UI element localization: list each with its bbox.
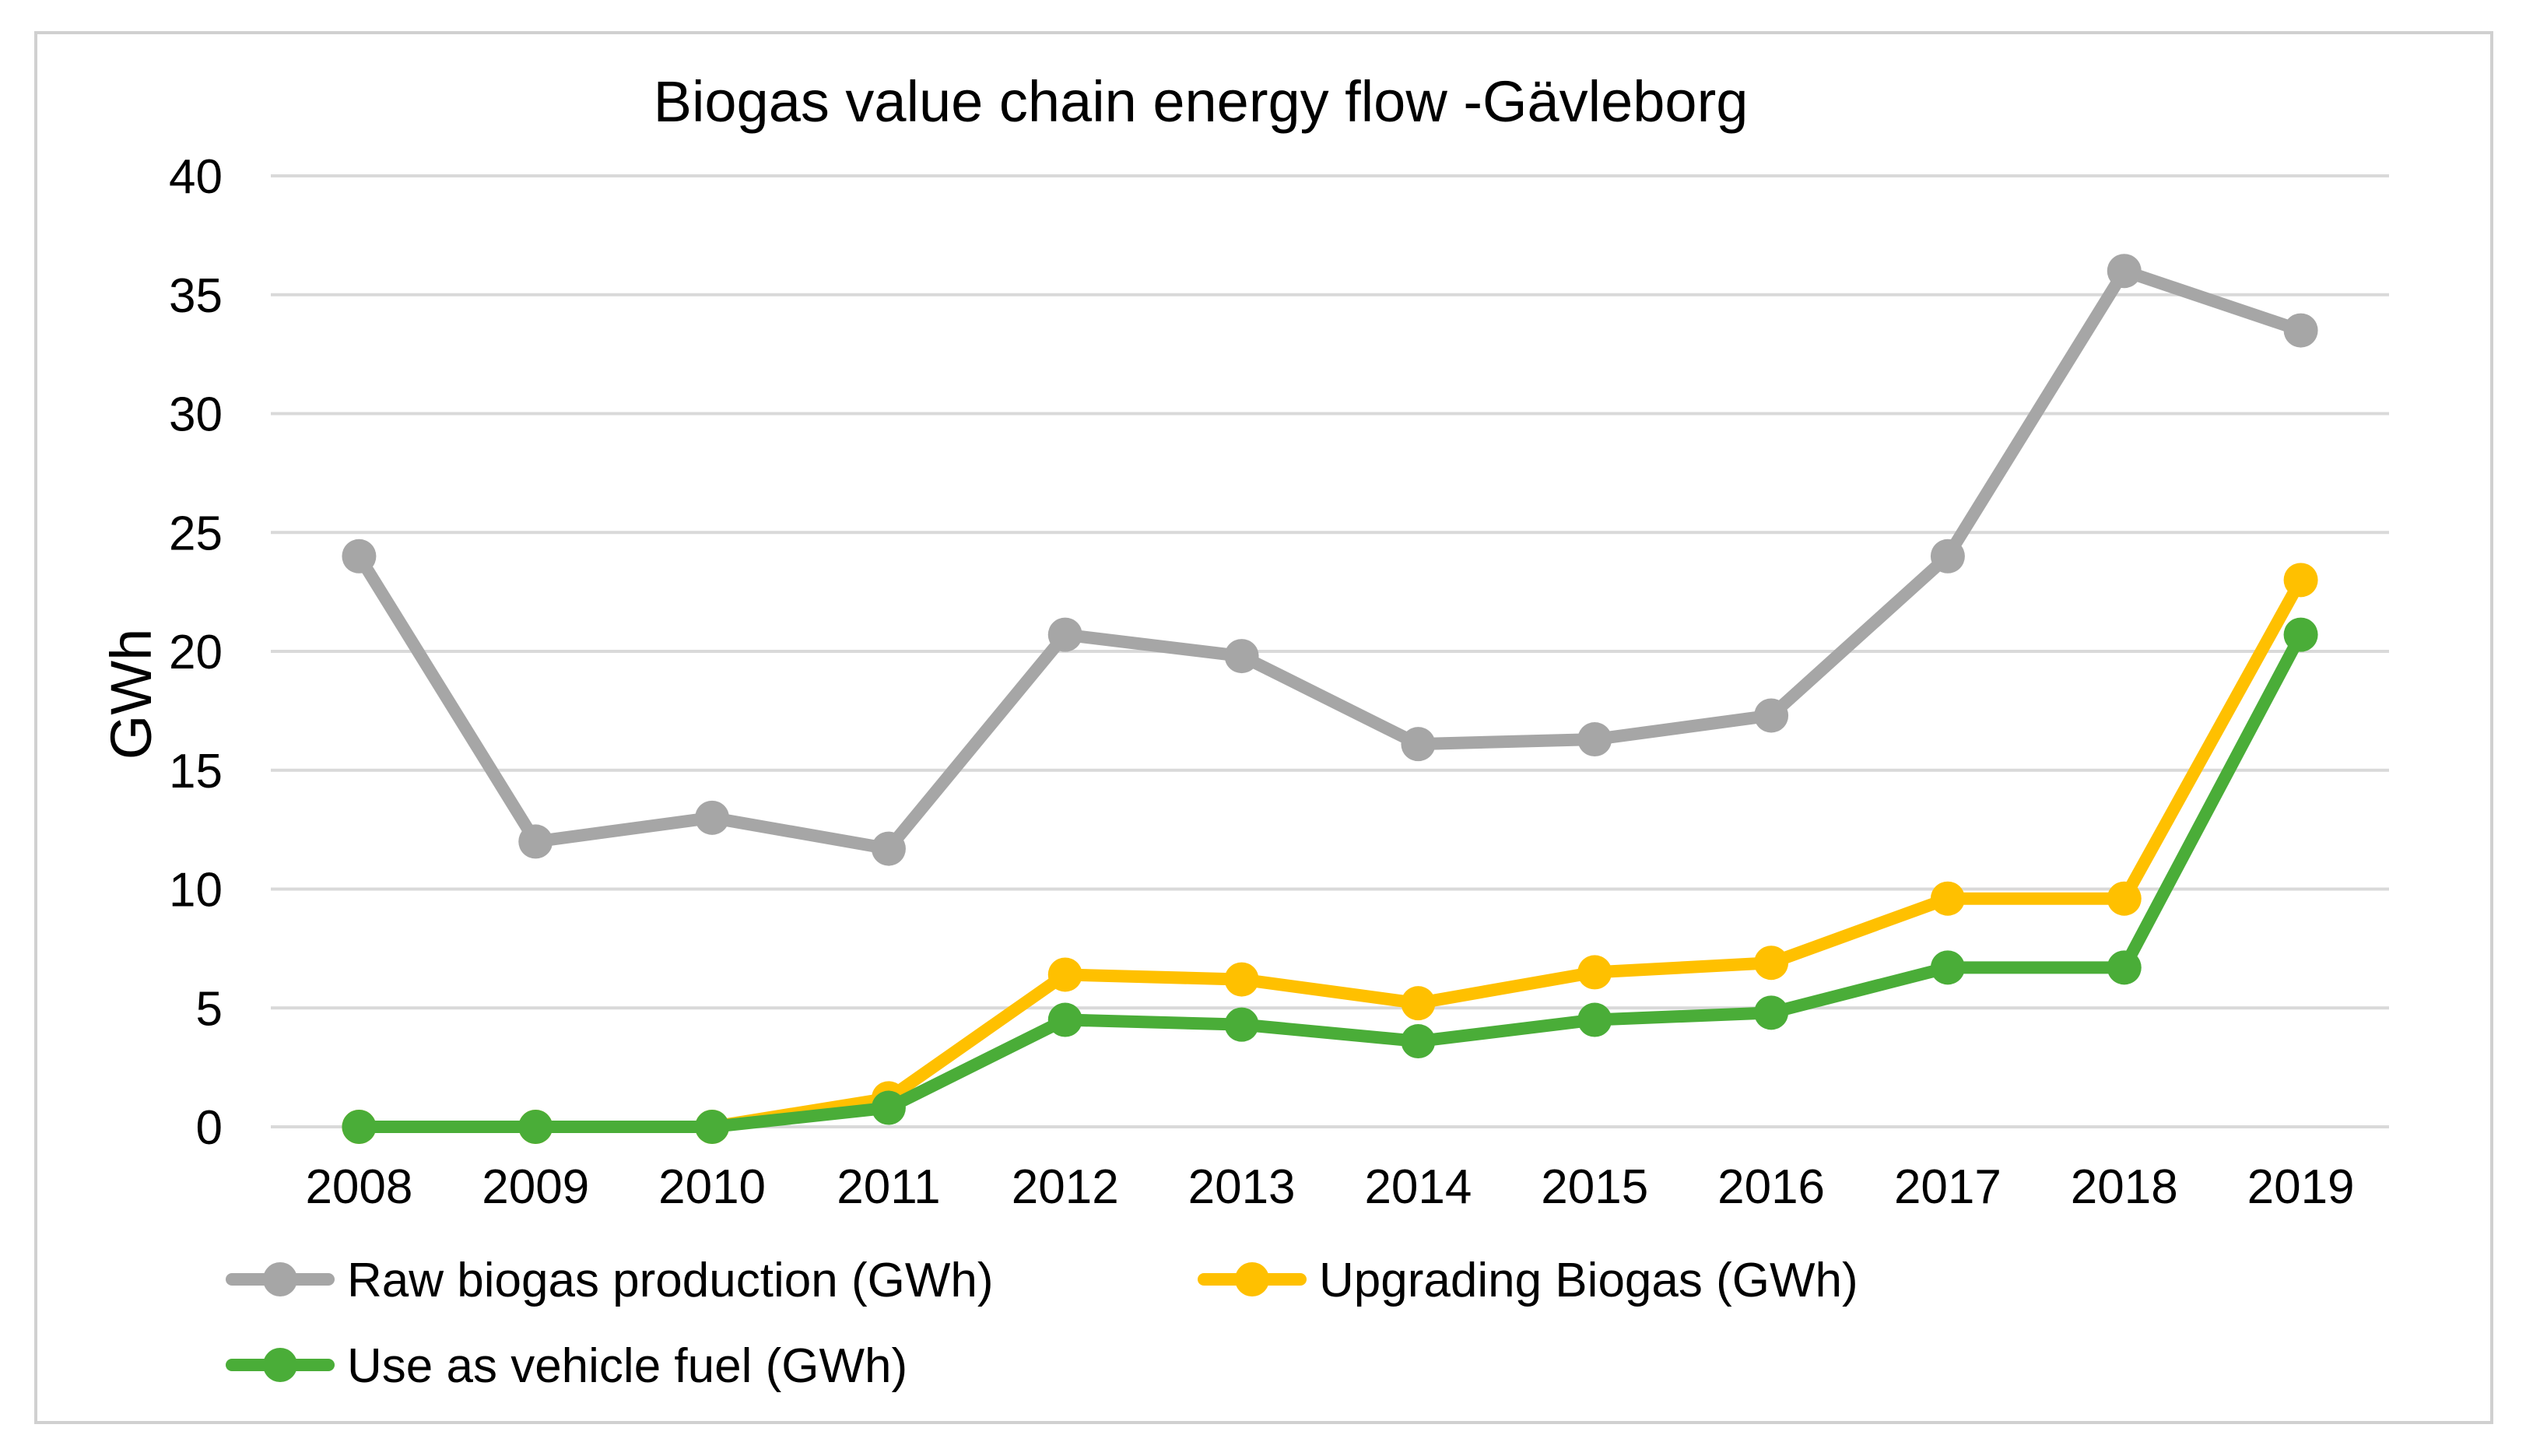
data-point: [1401, 727, 1436, 762]
data-point: [2107, 254, 2142, 289]
legend-item: Raw biogas production (GWh): [226, 1254, 993, 1307]
data-point: [1930, 539, 1965, 574]
data-point: [695, 1110, 730, 1144]
data-point: [1754, 946, 1789, 981]
legend-label: Use as vehicle fuel (GWh): [347, 1339, 907, 1393]
legend-label: Upgrading Biogas (GWh): [1319, 1254, 1858, 1307]
chart: Biogas value chain energy flow -Gävlebor…: [99, 69, 2389, 1393]
data-point: [871, 831, 906, 866]
x-tick-label: 2014: [1364, 1160, 1472, 1214]
y-axis-title: GWh: [99, 629, 163, 760]
data-point: [518, 1110, 553, 1144]
data-point: [2283, 563, 2318, 598]
legend-swatch-marker: [263, 1348, 297, 1382]
data-point: [2107, 881, 2142, 916]
data-point: [342, 1110, 377, 1144]
data-point: [1930, 950, 1965, 985]
data-point: [1401, 1024, 1436, 1059]
y-tick-label: 0: [196, 1101, 223, 1155]
legend-label: Raw biogas production (GWh): [347, 1254, 993, 1307]
legend-swatch-marker: [263, 1262, 297, 1296]
data-point: [1047, 617, 1082, 652]
x-tick-label: 2015: [1541, 1160, 1648, 1214]
x-tick-label: 2009: [482, 1160, 589, 1214]
series-line: [353, 574, 2307, 1133]
data-point: [1047, 1002, 1082, 1037]
series-layer: [342, 254, 2318, 1144]
series-1: [342, 254, 2318, 866]
data-point: [1401, 986, 1436, 1021]
x-axis-ticks: 2008 2009 2010 2011 2012 2013 2014 2015 2016 2017…: [305, 1160, 2354, 1214]
y-tick-label: 20: [169, 626, 223, 679]
legend-item: Upgrading Biogas (GWh): [1198, 1254, 1858, 1307]
x-tick-label: 2010: [658, 1160, 766, 1214]
data-point: [1754, 698, 1789, 733]
legend: Raw biogas production (GWh) Upgrading Bio…: [226, 1254, 1858, 1393]
x-tick-label: 2011: [837, 1160, 940, 1214]
y-tick-label: 15: [169, 745, 223, 798]
y-tick-label: 30: [169, 388, 223, 442]
gridlines: [271, 174, 2389, 1128]
data-point: [1577, 722, 1612, 757]
data-point: [1047, 957, 1082, 992]
data-point: [1930, 881, 1965, 916]
chart-title: Biogas value chain energy flow -Gävlebor…: [654, 69, 1749, 134]
series-3: [342, 617, 2318, 1144]
x-tick-label: 2018: [2071, 1160, 2178, 1214]
y-tick-label: 5: [196, 982, 223, 1036]
series-line: [353, 265, 2307, 855]
data-point: [518, 824, 553, 859]
legend-swatch-marker: [1235, 1262, 1269, 1296]
legend-item: Use as vehicle fuel (GWh): [226, 1339, 907, 1393]
data-point: [1754, 995, 1789, 1030]
data-point: [2283, 617, 2318, 652]
data-point: [871, 1090, 906, 1125]
x-tick-label: 2019: [2247, 1160, 2355, 1214]
y-tick-label: 40: [169, 150, 223, 204]
series-line: [353, 628, 2307, 1133]
y-tick-label: 25: [169, 507, 223, 560]
data-point: [695, 800, 730, 835]
y-tick-label: 10: [169, 864, 223, 917]
x-tick-label: 2013: [1188, 1160, 1296, 1214]
y-tick-label: 35: [169, 269, 223, 323]
x-tick-label: 2016: [1717, 1160, 1825, 1214]
data-point: [342, 539, 377, 574]
data-point: [1224, 1007, 1259, 1042]
x-tick-label: 2012: [1012, 1160, 1119, 1214]
chart-frame: Biogas value chain energy flow -Gävlebor…: [34, 31, 2493, 1424]
data-point: [2107, 950, 2142, 985]
data-point: [2283, 313, 2318, 348]
data-point: [1577, 1002, 1612, 1037]
y-axis-ticks: 0 5 10 15 20 25 30 35 40: [169, 150, 223, 1155]
x-tick-label: 2017: [1894, 1160, 2002, 1214]
data-point: [1577, 955, 1612, 990]
data-point: [1224, 962, 1259, 997]
data-point: [1224, 639, 1259, 674]
x-tick-label: 2008: [305, 1160, 412, 1214]
